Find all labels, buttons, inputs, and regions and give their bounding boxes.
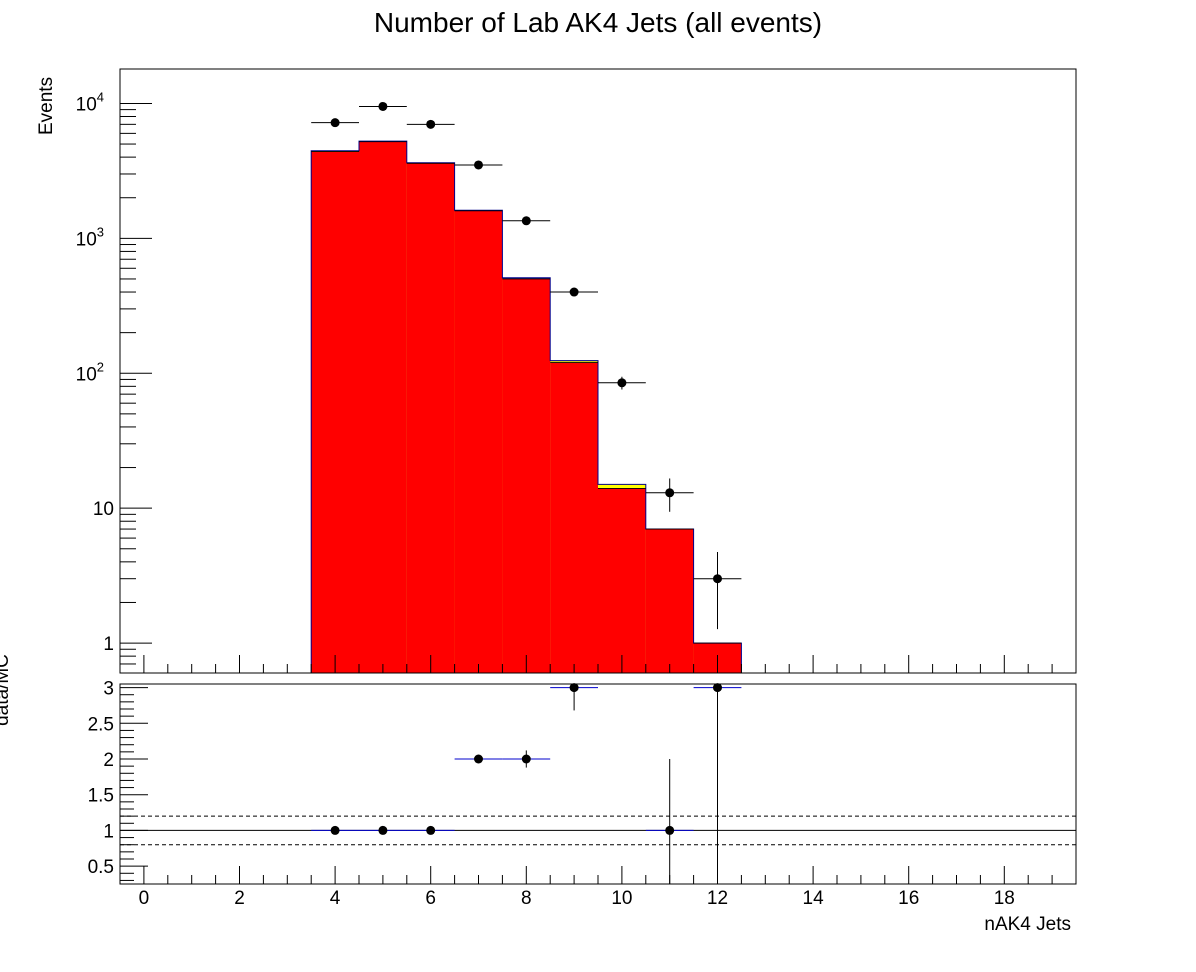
x-tick-label-6: 12 bbox=[707, 888, 728, 909]
data-marker bbox=[713, 574, 722, 584]
x-tick-label-4: 8 bbox=[521, 888, 532, 909]
main-ytick-label-3: 103 bbox=[76, 224, 104, 250]
ratio-marker bbox=[521, 754, 531, 764]
ratio-point-3 bbox=[454, 754, 503, 764]
main-frame bbox=[119, 68, 1077, 674]
ratio-point-5 bbox=[550, 683, 598, 711]
stack-bar-2-bin-1 bbox=[359, 141, 407, 674]
stack-bar-2-bin-4 bbox=[502, 278, 551, 673]
chart-title: Number of Lab AK4 Jets (all events) bbox=[374, 7, 822, 38]
data-marker bbox=[617, 378, 627, 388]
main-ytick-label-2: 102 bbox=[76, 359, 104, 385]
ratio-marker bbox=[474, 754, 483, 764]
main-ytick-label-0: 1 bbox=[103, 634, 114, 655]
ratio-point-1 bbox=[359, 825, 407, 835]
stack-bar-2-bin-0 bbox=[311, 151, 359, 674]
ratio-point-4 bbox=[502, 750, 551, 768]
ratio-point-6 bbox=[645, 759, 694, 884]
data-marker bbox=[426, 119, 436, 129]
data-point-8 bbox=[693, 552, 742, 630]
main-x-axis bbox=[143, 655, 1053, 673]
data-point-4 bbox=[502, 216, 551, 226]
x-tick-label-8: 16 bbox=[898, 888, 919, 909]
x-tick-label-5: 10 bbox=[611, 888, 632, 909]
stack-bar-2-bin-2 bbox=[406, 163, 455, 673]
main-ytick-label-1: 10 bbox=[93, 499, 114, 520]
ratio-panel: 0.5 1 1.5 2 2.5 3 0 2 4 6 8 10 12 14 16 18 data/MC nAK… bbox=[0, 654, 1077, 935]
ratio-frame bbox=[119, 683, 1077, 885]
stack-bar-2-bin-3 bbox=[454, 210, 503, 673]
ratio-point-7 bbox=[693, 683, 742, 884]
ratio-ytick-label-4: 2.5 bbox=[88, 714, 114, 735]
ratio-ytick-label-0: 0.5 bbox=[88, 857, 114, 878]
data-marker bbox=[378, 101, 388, 111]
data-point-1 bbox=[359, 101, 407, 111]
data-marker bbox=[665, 488, 675, 498]
main-ytick-label-4: 104 bbox=[76, 89, 104, 115]
data-marker bbox=[569, 287, 579, 297]
data-marker bbox=[474, 160, 483, 170]
ratio-ytick-label-2: 1.5 bbox=[88, 786, 114, 807]
ratio-marker bbox=[665, 825, 675, 835]
ratio-point-0 bbox=[311, 825, 359, 835]
ratio-ytick-label-5: 3 bbox=[103, 679, 114, 700]
ratio-marker bbox=[330, 825, 340, 835]
ratio-marker bbox=[378, 825, 388, 835]
data-point-7 bbox=[645, 478, 694, 512]
ratio-y-axis-label: data/MC bbox=[0, 654, 13, 726]
data-marker bbox=[330, 118, 340, 128]
data-point-3 bbox=[454, 160, 503, 170]
stack-bar-2-bin-6 bbox=[598, 488, 646, 673]
data-marker bbox=[521, 216, 531, 226]
x-axis-label: nAK4 Jets bbox=[984, 914, 1071, 935]
main-y-axis-label: Events bbox=[36, 77, 57, 135]
main-panel: 1 10 102 103 104 Events bbox=[36, 68, 1077, 674]
main-y-axis: 1 10 102 103 104 bbox=[76, 89, 152, 674]
data-point-5 bbox=[550, 287, 598, 297]
data-point-2 bbox=[406, 119, 455, 129]
x-tick-label-3: 6 bbox=[425, 888, 436, 909]
stack-bar-2-bin-7 bbox=[645, 529, 694, 673]
ratio-y-axis: 0.5 1 1.5 2 2.5 3 bbox=[88, 679, 148, 881]
x-tick-label-0: 0 bbox=[139, 888, 150, 909]
stack-bar-2-bin-5 bbox=[550, 362, 598, 673]
ratio-marker bbox=[713, 683, 722, 693]
x-tick-label-1: 2 bbox=[234, 888, 245, 909]
ratio-ytick-label-1: 1 bbox=[103, 821, 114, 842]
x-tick-label-2: 4 bbox=[330, 888, 341, 909]
x-tick-label-9: 18 bbox=[994, 888, 1015, 909]
data-point-6 bbox=[598, 376, 646, 390]
data-point-0 bbox=[311, 118, 359, 128]
x-tick-label-7: 14 bbox=[803, 888, 825, 909]
ratio-point-2 bbox=[406, 825, 455, 835]
ratio-x-axis: 0 2 4 6 8 10 12 14 16 18 bbox=[119, 866, 1077, 909]
ratio-marker bbox=[569, 683, 579, 693]
ratio-ytick-label-3: 2 bbox=[103, 750, 114, 771]
ratio-marker bbox=[426, 825, 436, 835]
